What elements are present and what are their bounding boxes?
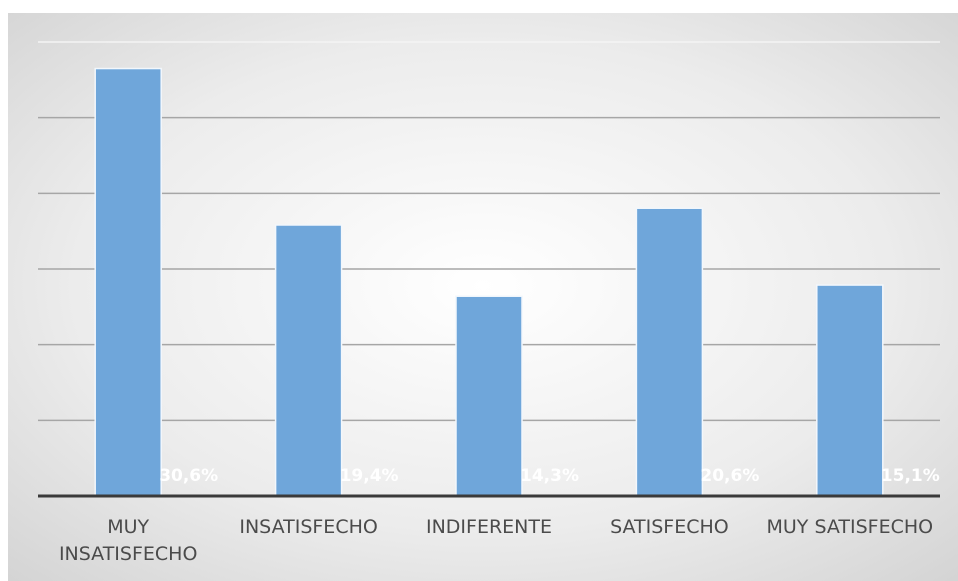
bar	[94, 67, 162, 497]
bar	[635, 207, 704, 497]
category-label: MUY INSATISFECHO	[58, 516, 198, 565]
category-label: MUY SATISFECHO	[766, 516, 934, 538]
category-label: INDIFERENTE	[425, 516, 552, 538]
bar	[816, 284, 884, 497]
data-labels: 30,6% 19,4% 14,3% 20,6% 15,1%	[159, 466, 940, 486]
bar	[274, 224, 343, 497]
data-label: 14,3%	[520, 466, 579, 486]
category-label: SATISFECHO	[610, 516, 729, 538]
bars	[94, 67, 884, 497]
data-label: 30,6%	[159, 466, 218, 486]
category-label: INSATISFECHO	[239, 516, 378, 538]
bar	[455, 295, 523, 497]
data-label: 20,6%	[700, 466, 759, 486]
data-label: 15,1%	[881, 466, 940, 486]
data-label: 19,4%	[340, 466, 399, 486]
